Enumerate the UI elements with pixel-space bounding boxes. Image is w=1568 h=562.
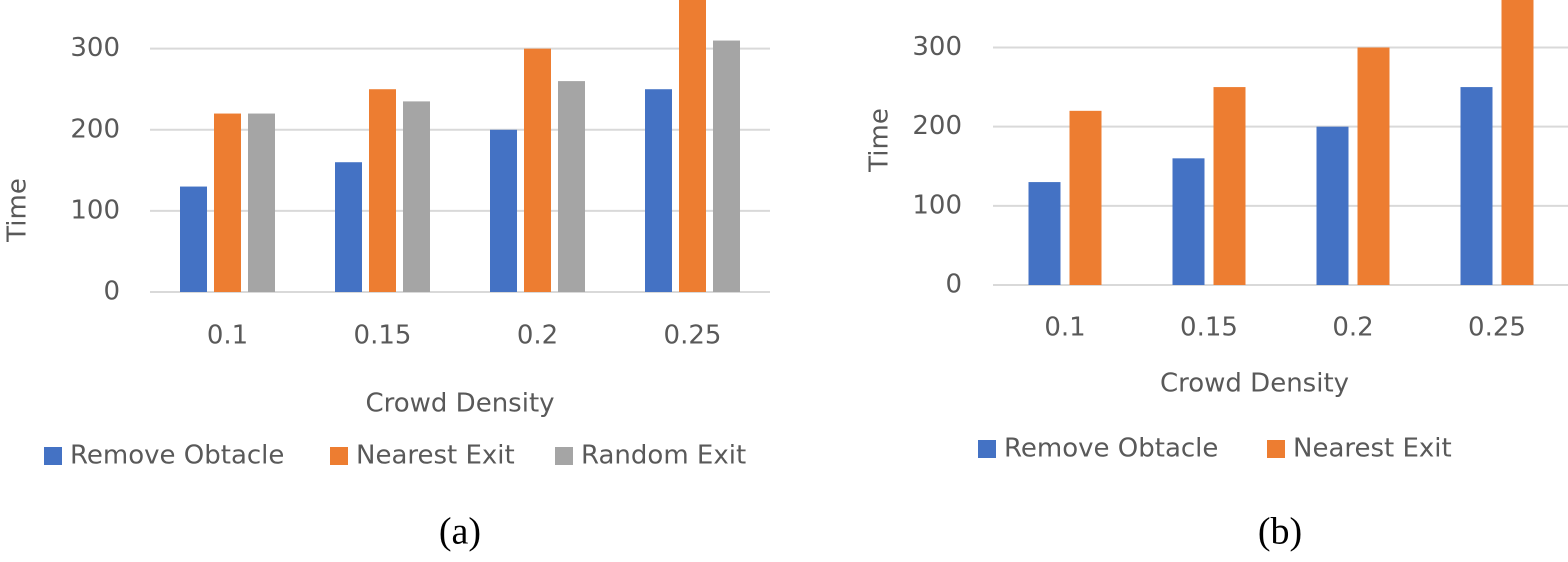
bar [1172,158,1205,285]
bar [1028,182,1061,285]
bar [369,89,396,292]
bar [214,113,241,292]
bar [1316,126,1349,286]
y-axis-title: Time [865,108,895,173]
y-axis-title: Time [3,178,33,243]
x-tick-label: 0.1 [1044,313,1085,343]
y-tick-label: 0 [945,270,962,300]
legend-label: Nearest Exit [356,441,515,471]
legend-swatch [330,447,348,465]
y-tick-label: 100 [912,190,962,220]
x-tick-label: 0.25 [664,321,722,351]
legend-swatch [555,447,573,465]
bar [403,101,430,292]
y-tick-label: 300 [70,33,120,63]
legend-label: Remove Obtacle [70,441,284,471]
bar [335,162,362,292]
bar [1460,87,1493,285]
y-tick-label: 200 [912,111,962,141]
bar [645,89,672,292]
x-tick-label: 0.2 [517,321,558,351]
x-tick-label: 0.15 [354,321,412,351]
legend-label: Random Exit [581,441,746,471]
legend-swatch [44,447,62,465]
caption: (a) [439,511,481,553]
bar [1357,47,1390,285]
y-tick-label: 300 [912,32,962,62]
bar [679,0,706,292]
x-tick-label: 0.1 [207,321,248,351]
x-tick-label: 0.15 [1180,313,1238,343]
bar [524,48,551,292]
x-tick-label: 0.25 [1468,313,1526,343]
x-axis-title: Crowd Density [1160,369,1349,399]
bar [180,186,207,292]
bar [713,40,740,292]
bar [558,81,585,292]
x-axis-title: Crowd Density [365,389,554,419]
y-tick-label: 200 [70,114,120,144]
legend-label: Remove Obtacle [1004,434,1218,464]
bar [248,113,275,292]
y-tick-label: 100 [70,195,120,225]
caption: (b) [1258,511,1302,553]
y-tick-label: 0 [103,277,120,307]
bar [1213,87,1246,285]
bar [1501,0,1534,285]
legend-label: Nearest Exit [1293,434,1452,464]
bar [1069,110,1102,285]
legend-swatch [978,440,996,458]
legend-swatch [1267,440,1285,458]
bar [490,129,517,292]
x-tick-label: 0.2 [1332,313,1373,343]
